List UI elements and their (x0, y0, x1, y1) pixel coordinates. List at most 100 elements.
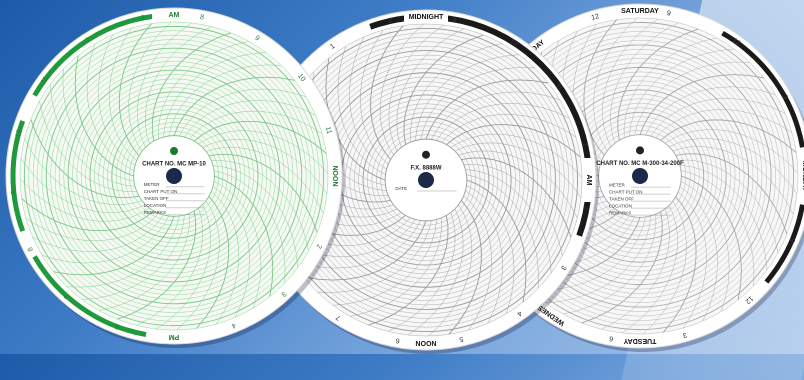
weekly-time-arc (593, 17, 638, 152)
weekly-rim-label-bg (618, 336, 662, 346)
black-time-arc (431, 91, 560, 140)
weekly-time-arc (678, 159, 779, 253)
weekly-time-arc (617, 28, 699, 141)
green-time-arc (50, 84, 136, 187)
weekly-rim-label: SATURDAY (621, 8, 659, 15)
black-grid-ring (380, 134, 472, 226)
green-time-arc (158, 41, 249, 139)
black-rim-label-bg (404, 338, 448, 348)
black-time-arc (396, 28, 465, 148)
green-grid-ring (85, 87, 263, 265)
weekly-time-arc (583, 19, 618, 156)
green-time-arc (136, 207, 203, 326)
green-time-arc (20, 158, 146, 213)
weekly-time-arc (677, 191, 707, 329)
weekly-time-arc (679, 186, 718, 322)
black-time-arc (317, 220, 432, 293)
green-center-hub: CHART NO. MC MP-10 METER CHART PUT ON TAKEN… (133, 135, 215, 217)
green-rim-number: 11 (324, 126, 333, 135)
green-rim-number: 9 (10, 190, 17, 195)
green-time-arc (108, 27, 137, 161)
weekly-time-arc (664, 129, 799, 174)
green-rim-label: PM (169, 333, 180, 340)
black-rim-number: 4 (516, 309, 523, 317)
green-time-arc (213, 181, 262, 309)
green-time-arc (53, 216, 175, 276)
green-time-arc (211, 160, 309, 251)
green-grid-ring (28, 30, 320, 322)
green-time-arc (179, 88, 307, 137)
black-grid-ring (358, 112, 494, 248)
green-time-arc (151, 32, 231, 142)
weekly-rim-number: 9 (788, 237, 796, 243)
green-time-arc (25, 213, 159, 242)
weekly-rim-label-bg (618, 6, 662, 16)
green-time-arc (202, 139, 328, 194)
black-time-arc (420, 67, 535, 140)
black-grid-ring (367, 121, 485, 239)
green-time-arc (99, 213, 190, 311)
green-grid-ring (63, 65, 285, 287)
green-grid-ring (32, 34, 316, 318)
black-rim-number: 5 (458, 335, 463, 343)
weekly-time-arc (601, 208, 670, 330)
green-time-arc (173, 76, 295, 136)
black-time-arc (415, 54, 519, 141)
green-grid-ring (23, 25, 325, 327)
green-grid-ring (81, 83, 267, 269)
green-time-arc (41, 215, 169, 264)
weekly-time-arc (672, 146, 794, 215)
black-time-arc (450, 133, 583, 178)
black-time-arc (388, 24, 444, 152)
black-time-arc (292, 220, 421, 269)
weekly-time-arc (679, 165, 768, 271)
weekly-time-arc (623, 37, 717, 138)
black-time-arc (441, 114, 577, 143)
black-time-arc (466, 179, 527, 303)
green-time-arc (176, 200, 220, 331)
weekly-rim-number: 3 (682, 331, 688, 339)
weekly-time-arc (610, 22, 679, 144)
green-chart-svg: 891011123456789101112AMPMNOONCHART NO. M… (5, 7, 345, 348)
weekly-time-arc (629, 48, 735, 137)
weekly-time-arc (680, 170, 755, 286)
green-rim-stripe (32, 13, 161, 97)
weekly-label-field: TAKEN OFF (609, 196, 634, 201)
weekly-label-field: CHART PUT ON (609, 189, 643, 194)
black-rim-number: 2 (388, 17, 393, 25)
black-rim-label: MIDNIGHT (409, 14, 444, 21)
green-time-arc (213, 170, 286, 284)
black-rim-number: 9 (452, 16, 457, 24)
black-time-arc (466, 185, 515, 314)
green-time-arc (208, 153, 318, 233)
black-time-arc (425, 79, 549, 140)
black-time-arc (387, 212, 456, 332)
green-grid (19, 21, 329, 331)
weekly-rim-stripe (721, 30, 804, 148)
black-rim-number: 6 (395, 336, 400, 344)
green-chart-number: CHART NO. MC MP-10 (142, 161, 206, 167)
black-rim-labels: MIDNIGHT NOON AM (404, 12, 594, 348)
green-rim-number: 2 (315, 243, 323, 250)
black-rim-number: 1 (329, 43, 336, 51)
black-time-arc (303, 220, 427, 281)
black-grid-ring (345, 99, 507, 261)
black-rim-label: AM (585, 175, 592, 186)
weekly-rim-number: 9 (666, 10, 671, 18)
green-time-arc (198, 130, 329, 174)
green-grid-ring (124, 126, 224, 226)
black-rim-label: NOON (416, 339, 437, 346)
daily-chart-svg: 91011123456789101112MIDNIGHTNOONAMF.X. 8… (255, 9, 599, 354)
weekly-rim-label-bg (800, 154, 804, 198)
green-time-arc (196, 195, 230, 329)
black-rim-number: 2 (582, 206, 590, 211)
green-time-arc (163, 52, 266, 138)
black-time-arc (337, 46, 386, 175)
weekly-time-arc (563, 214, 657, 315)
green-time-arc (62, 68, 135, 182)
green-rim-number: 3 (280, 290, 288, 298)
green-label-field: CHART PUT ON (144, 189, 178, 194)
black-time-arc (466, 174, 539, 289)
green-rim-labels: AM PM NOON (152, 10, 340, 342)
green-grid-ring (50, 52, 298, 300)
